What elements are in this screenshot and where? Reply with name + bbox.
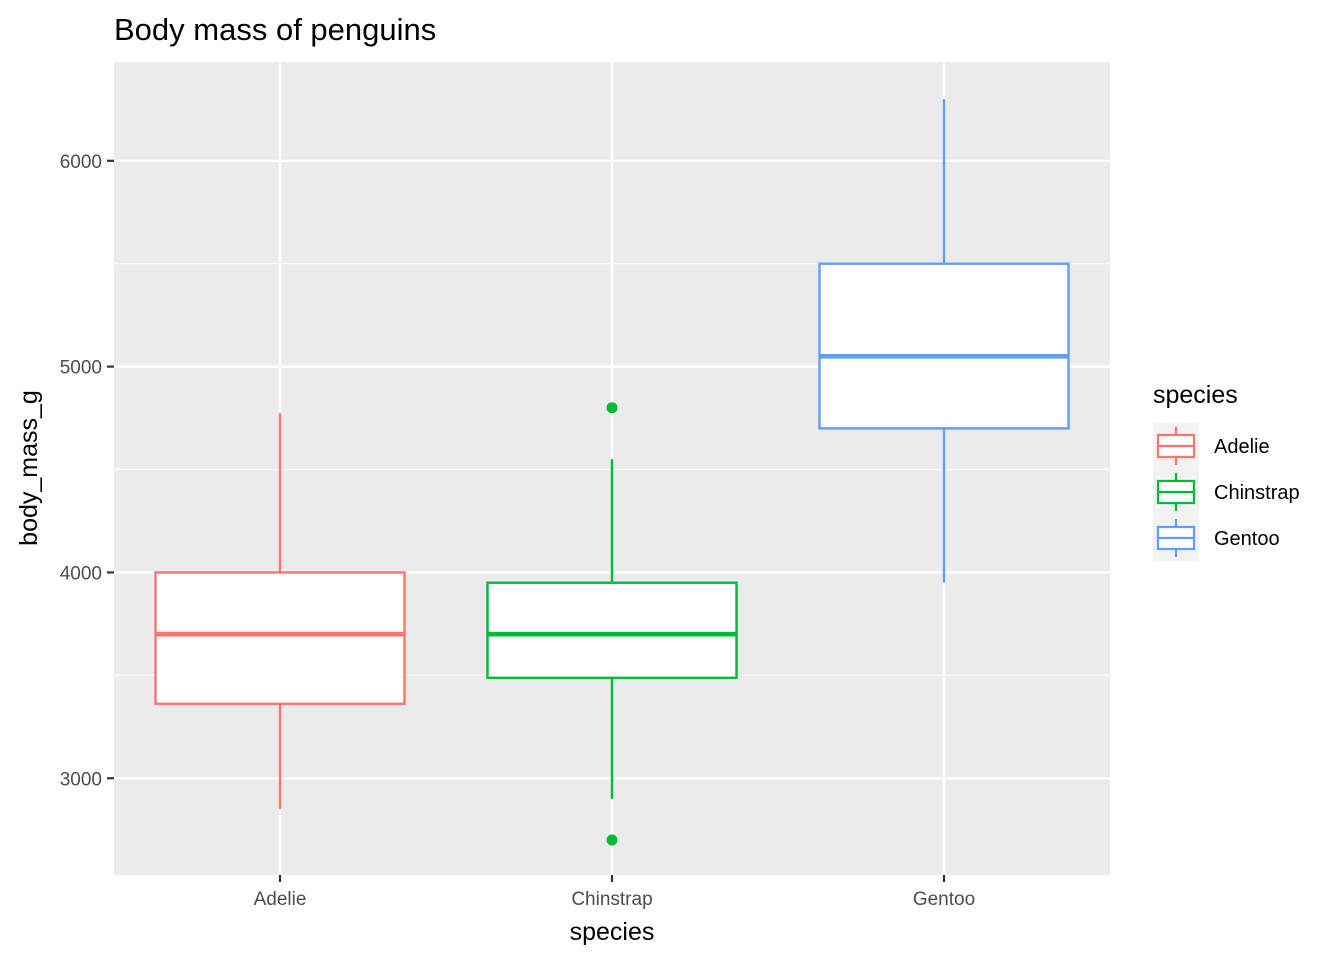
box-chinstrap — [486, 402, 738, 846]
y-tick-label: 6000 — [60, 152, 102, 173]
y-tick-label: 4000 — [60, 563, 102, 584]
y-tick-label: 3000 — [60, 769, 102, 790]
iqr-box — [154, 571, 406, 705]
x-tick-label: Chinstrap — [571, 889, 652, 910]
legend-key-chinstrap: Chinstrap — [1153, 469, 1300, 515]
y-tick-label: 5000 — [60, 358, 102, 379]
x-axis-title: species — [570, 918, 655, 946]
legend-label: Gentoo — [1214, 528, 1280, 550]
outlier-point — [606, 834, 618, 846]
iqr-box — [486, 581, 738, 680]
legend-label: Chinstrap — [1214, 482, 1300, 504]
legend-key-adelie: Adelie — [1153, 423, 1270, 469]
x-tick-label: Gentoo — [913, 889, 975, 910]
legend-title: species — [1153, 381, 1238, 409]
outlier-point — [606, 402, 618, 414]
legend: species Adelie Chinstrap Gentoo — [1153, 381, 1300, 561]
iqr-box — [818, 262, 1070, 430]
legend-key-gentoo: Gentoo — [1153, 515, 1280, 561]
legend-label: Adelie — [1214, 436, 1270, 458]
boxes — [154, 99, 1070, 846]
x-axis: Adelie Chinstrap Gentoo — [254, 875, 975, 910]
box-gentoo — [818, 99, 1070, 583]
y-axis: 3000 4000 5000 6000 — [60, 152, 114, 790]
box-adelie — [154, 412, 406, 810]
chart-title: Body mass of penguins — [114, 12, 436, 47]
y-axis-title: body_mass_g — [15, 390, 43, 546]
legend-keys: Adelie Chinstrap Gentoo — [1153, 423, 1300, 561]
x-tick-label: Adelie — [254, 889, 307, 910]
